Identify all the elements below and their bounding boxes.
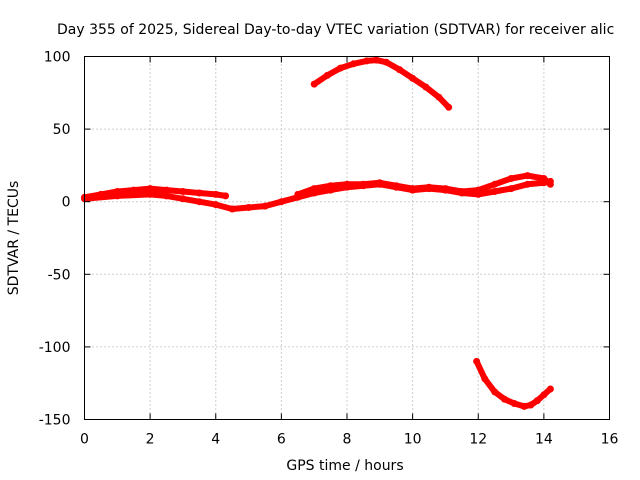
x-axis-title: GPS time / hours: [286, 458, 403, 474]
data-point: [382, 58, 390, 66]
data-point: [507, 175, 515, 182]
data-point: [510, 400, 518, 407]
x-tick-label: 2: [146, 432, 155, 448]
x-tick-label: 6: [277, 432, 286, 448]
data-point: [363, 57, 371, 65]
data-point: [228, 205, 236, 213]
data-point: [212, 190, 220, 198]
data-point: [491, 188, 499, 195]
data-point: [336, 64, 344, 72]
data-point: [524, 172, 531, 180]
y-tick-label: -50: [48, 267, 71, 283]
axis-tick-labels: 0 2 4 6 8 10 12 14 16 -150 -100 -50 0 50 100: [39, 50, 619, 448]
data-point: [359, 180, 367, 188]
x-tick-label: 8: [343, 432, 352, 448]
data-point: [222, 192, 230, 200]
data-point: [130, 186, 138, 194]
data-point: [422, 83, 430, 91]
track-near-zero-a: [81, 185, 229, 201]
x-tick-label: 4: [211, 432, 220, 448]
y-tick-label: 100: [44, 50, 71, 66]
data-point: [195, 189, 203, 197]
data-point: [409, 74, 417, 82]
data-point: [343, 180, 351, 188]
data-point: [373, 56, 380, 64]
data-point: [441, 185, 449, 193]
data-point: [435, 93, 443, 101]
data-point: [533, 397, 541, 405]
series-layer: [81, 56, 554, 410]
data-point: [546, 385, 554, 393]
data-point: [310, 80, 318, 88]
data-point: [350, 60, 358, 68]
data-point: [491, 388, 499, 396]
data-point: [540, 175, 548, 182]
data-point: [323, 71, 331, 79]
track-near-zero-b: [81, 178, 554, 212]
data-point: [458, 188, 466, 195]
data-point: [376, 179, 384, 187]
data-point: [146, 190, 154, 198]
data-point: [179, 188, 187, 195]
axis-ticks: [84, 56, 610, 420]
data-point: [146, 185, 154, 193]
x-tick-label: 10: [404, 432, 422, 448]
data-point: [163, 192, 170, 200]
data-point: [327, 182, 335, 190]
data-point: [507, 185, 515, 193]
grid: [84, 56, 610, 420]
track-upper-arc: [311, 57, 452, 111]
data-point: [474, 186, 482, 194]
data-point: [546, 180, 554, 188]
track-lower-arc: [473, 358, 554, 410]
x-tick-label: 0: [80, 432, 89, 448]
data-point: [294, 190, 302, 198]
data-point: [524, 180, 531, 188]
data-point: [261, 202, 269, 210]
y-axis-title: SDTVAR / TECUs: [6, 181, 22, 296]
data-point: [520, 402, 528, 410]
y-tick-label: -150: [39, 413, 71, 429]
y-tick-label: -100: [39, 340, 71, 356]
x-tick-label: 16: [601, 432, 619, 448]
x-tick-label: 14: [535, 432, 553, 448]
data-point: [392, 182, 400, 190]
data-point: [527, 401, 535, 409]
chart-title: Day 355 of 2025, Sidereal Day-to-day VTE…: [57, 22, 614, 38]
data-point: [113, 192, 121, 200]
data-point: [473, 357, 481, 365]
y-tick-label: 50: [53, 122, 71, 138]
data-point: [540, 391, 548, 399]
data-point: [163, 186, 170, 194]
data-point: [445, 103, 453, 111]
data-point: [212, 201, 220, 209]
data-point: [481, 375, 489, 383]
y-tick-label: 0: [62, 195, 71, 211]
data-point: [195, 198, 203, 206]
data-point: [409, 185, 417, 193]
data-point: [245, 204, 253, 211]
data-point: [491, 180, 499, 188]
data-point: [277, 198, 285, 206]
data-point: [501, 395, 508, 403]
x-tick-label: 12: [469, 432, 487, 448]
data-point: [396, 66, 403, 74]
data-point: [425, 183, 433, 191]
data-point: [179, 195, 187, 203]
data-point: [310, 185, 318, 193]
